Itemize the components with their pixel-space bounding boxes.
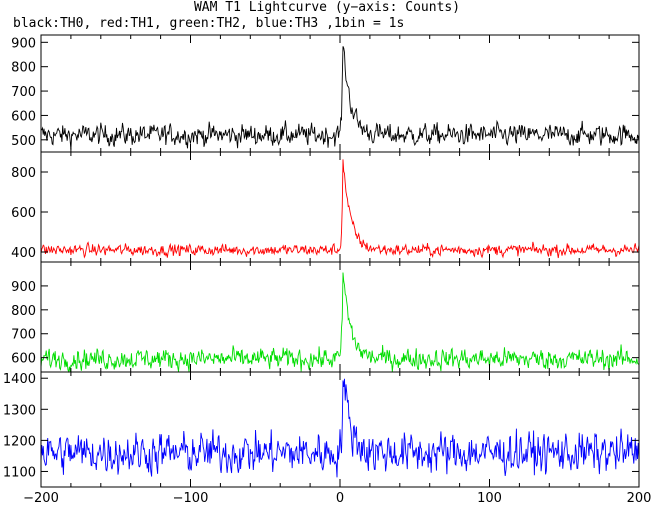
x-tick-label-4: 200 — [627, 491, 652, 505]
series-line-1 — [40, 159, 640, 259]
x-tick-label-3: 100 — [477, 491, 502, 505]
series-line-3 — [40, 378, 640, 478]
y-tick-label-2-1: 700 — [11, 328, 36, 343]
y-tick-label-1-1: 600 — [11, 206, 36, 221]
y-tick-label-1-0: 400 — [11, 246, 36, 261]
y-tick-label-3-0: 1100 — [3, 465, 36, 480]
series-line-2 — [40, 272, 640, 374]
y-tick-label-0-1: 600 — [11, 109, 36, 124]
y-tick-label-0-4: 900 — [11, 36, 36, 51]
y-tick-label-0-2: 700 — [11, 85, 36, 100]
y-tick-label-3-2: 1300 — [3, 403, 36, 418]
panel-frame-1 — [40, 151, 640, 263]
y-tick-label-2-0: 600 — [11, 352, 36, 367]
chart-subtitle: black:TH0, red:TH1, green:TH2, blue:TH3 … — [13, 16, 405, 31]
x-tick-label-0: −200 — [23, 491, 59, 505]
y-tick-label-2-2: 800 — [11, 304, 36, 319]
chart-title: WAM T1 Lightcurve (y−axis: Counts) — [193, 0, 461, 15]
y-tick-label-0-3: 800 — [11, 61, 36, 76]
x-tick-label-1: −100 — [173, 491, 209, 505]
y-tick-label-2-3: 900 — [11, 280, 36, 295]
series-line-0 — [40, 46, 640, 150]
y-tick-label-1-2: 800 — [11, 166, 36, 181]
y-tick-label-3-1: 1200 — [3, 434, 36, 449]
y-tick-label-3-3: 1400 — [3, 372, 36, 387]
x-tick-label-2: 0 — [336, 491, 344, 505]
y-tick-label-0-0: 500 — [11, 134, 36, 149]
